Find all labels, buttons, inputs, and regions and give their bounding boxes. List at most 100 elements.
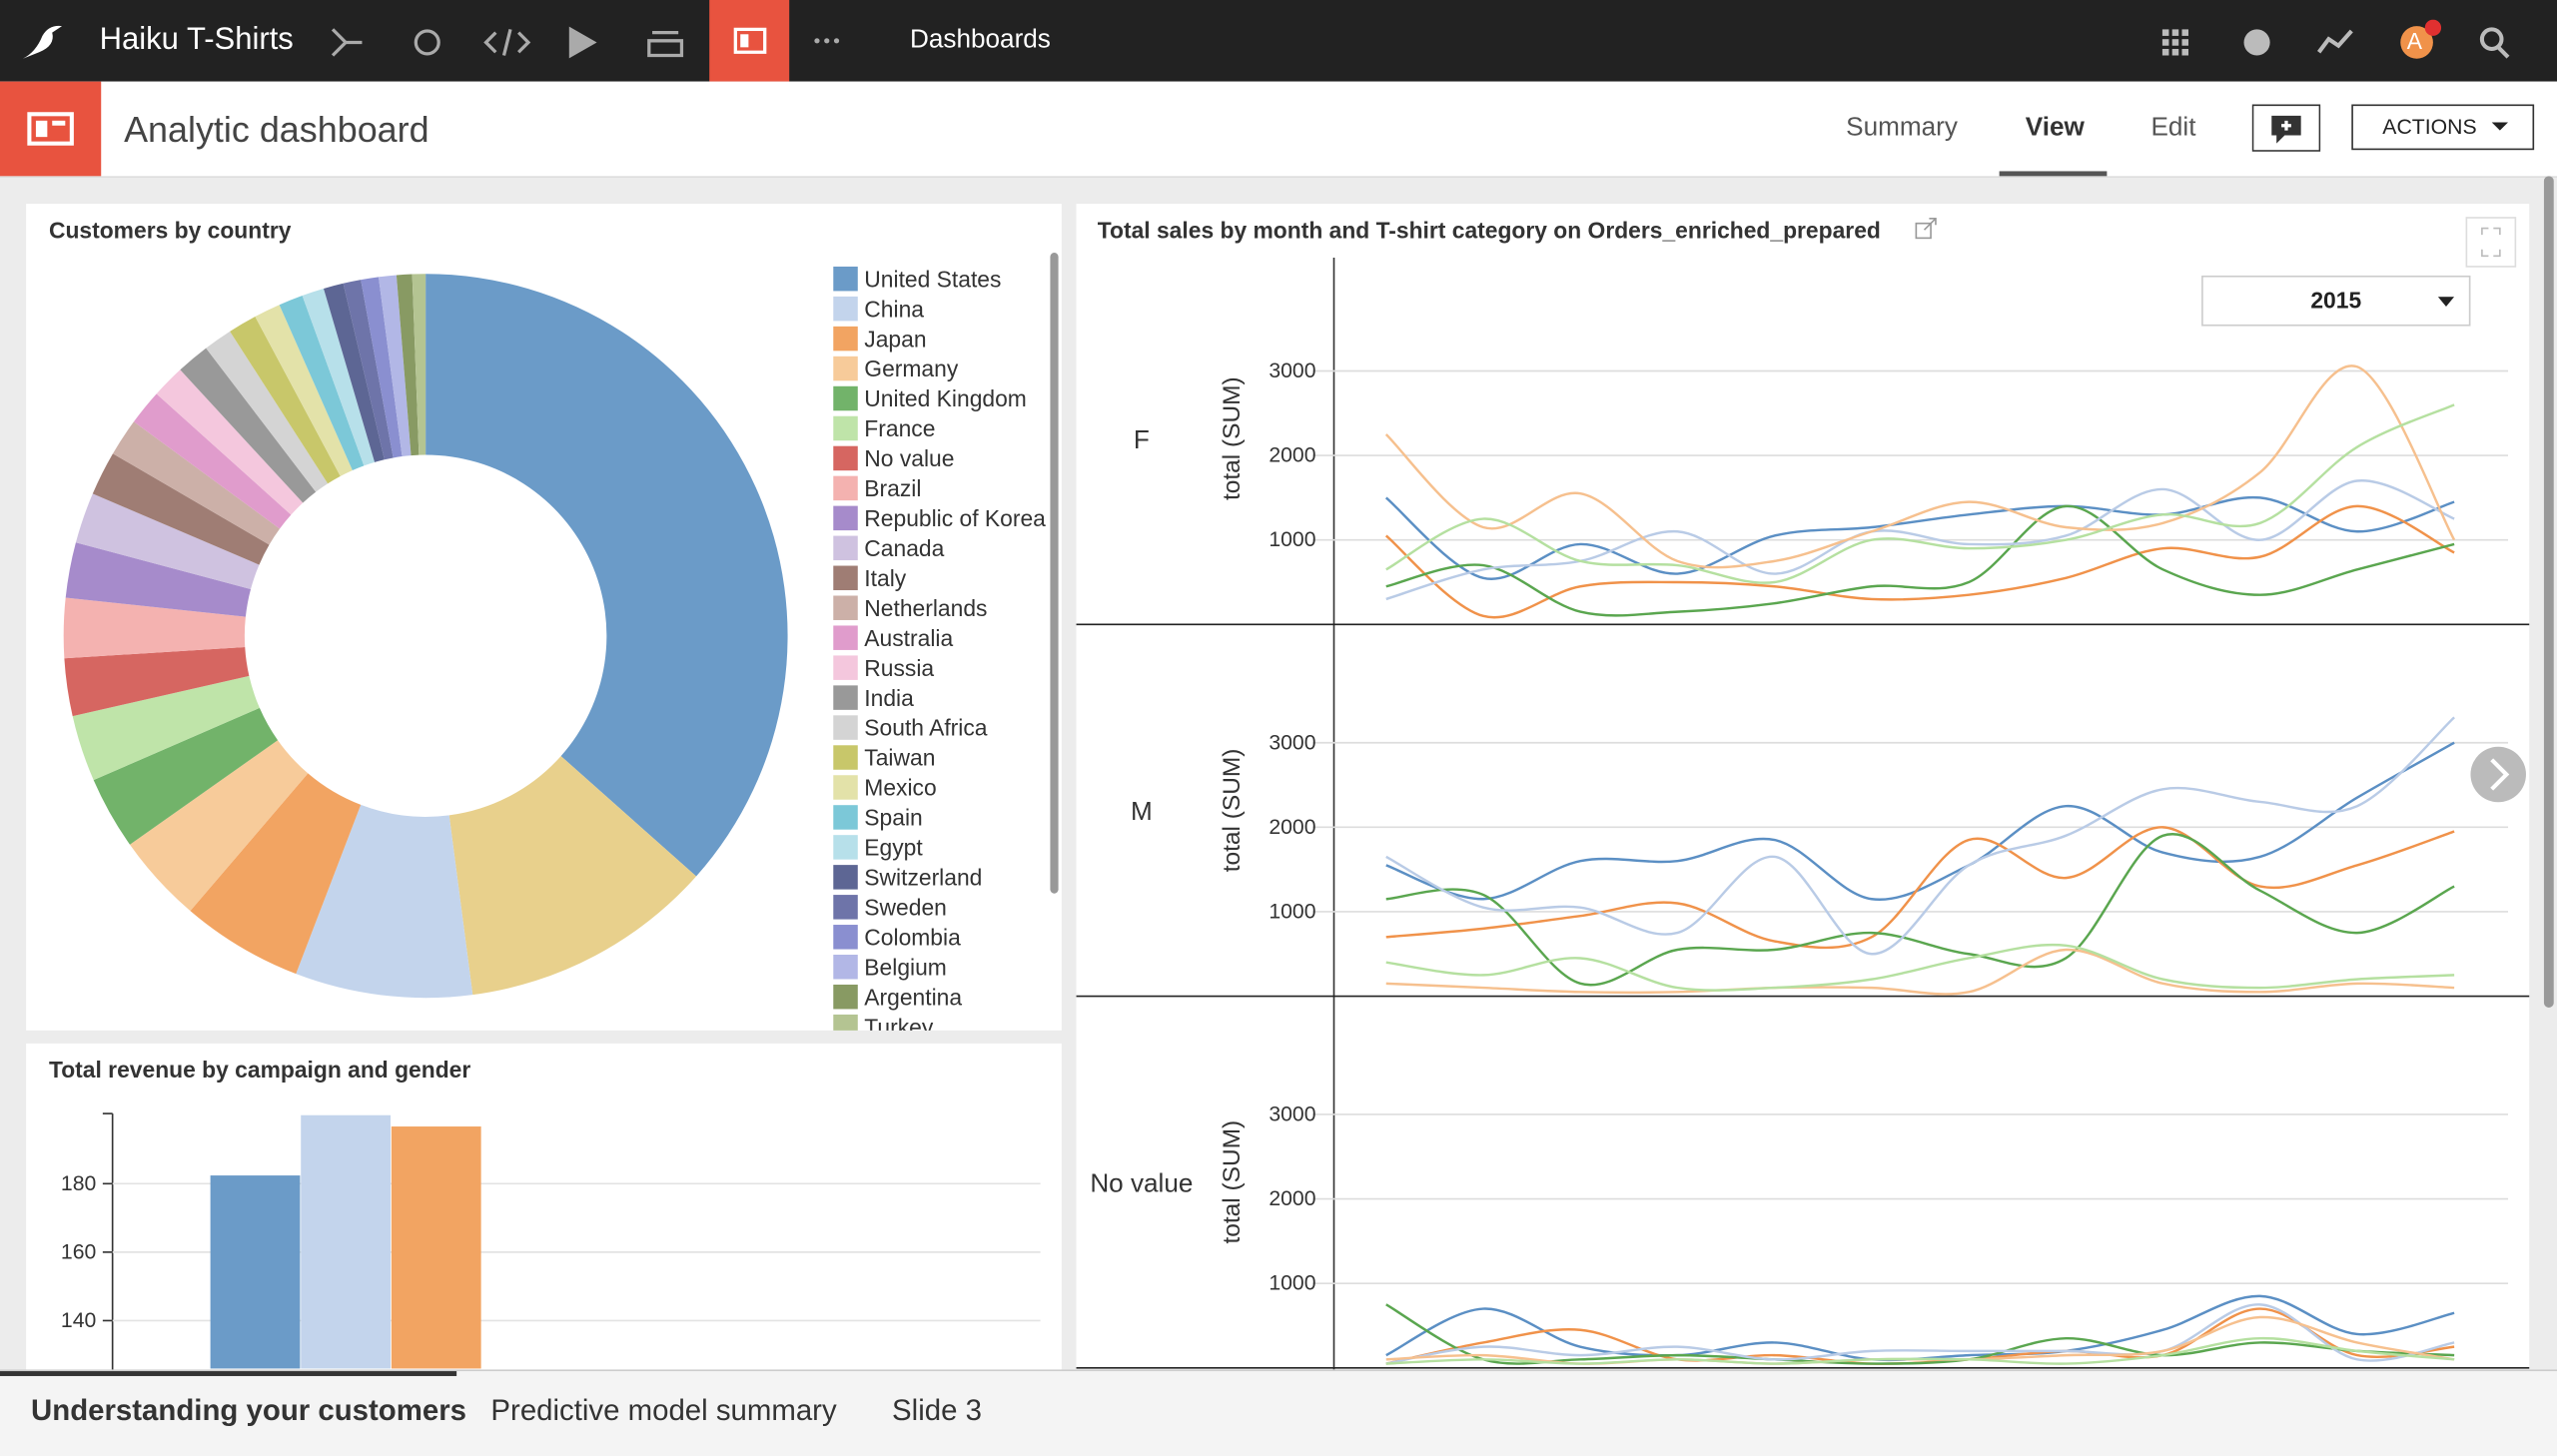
nav-icons[interactable] <box>327 23 750 62</box>
next-button[interactable] <box>2470 746 2526 803</box>
legend-label: No value <box>864 445 954 471</box>
external-link-icon[interactable] <box>1915 217 1937 240</box>
bar <box>210 1175 301 1369</box>
tab[interactable]: Edit <box>2150 114 2196 143</box>
donut-slice <box>92 453 270 565</box>
facet-label: M <box>1131 796 1153 826</box>
y-tick-label: 140 <box>61 1309 96 1332</box>
year-dropdown[interactable]: 2015 <box>2201 275 2471 327</box>
legend-swatch <box>833 715 858 740</box>
active-slide-marker <box>0 1371 457 1376</box>
legend-label: Switzerland <box>864 865 982 891</box>
slide-tabs: Understanding your customers Predictive … <box>0 1369 2557 1456</box>
legend-swatch <box>833 415 858 441</box>
more-icon[interactable] <box>812 36 845 46</box>
line-panel <box>1076 204 2530 1386</box>
legend-label: France <box>864 415 935 441</box>
donut-slice <box>378 275 412 457</box>
y-tick-label: 3000 <box>1269 1103 1315 1126</box>
legend-label: Argentina <box>864 984 962 1010</box>
donut-slice <box>426 274 788 877</box>
legend-label: Colombia <box>864 924 961 950</box>
y-tick-label: 1000 <box>1269 1272 1315 1295</box>
legend-swatch <box>833 625 858 650</box>
line-series <box>1385 943 2455 992</box>
legend-swatch <box>833 745 858 770</box>
legend-swatch <box>833 356 858 381</box>
avatar[interactable]: A <box>2406 27 2423 54</box>
y-tick-label: 2000 <box>1269 816 1315 839</box>
legend-label: Republic of Korea <box>864 505 1046 531</box>
right-icons[interactable] <box>2152 19 2528 66</box>
facet-label: F <box>1134 424 1150 454</box>
legend-swatch <box>833 326 858 352</box>
bar <box>301 1114 392 1369</box>
expand-button[interactable] <box>2465 217 2517 268</box>
legend-label: Sweden <box>864 894 947 920</box>
logo[interactable] <box>20 20 66 62</box>
slide-tab[interactable]: Predictive model summary <box>490 1393 837 1427</box>
project-name[interactable]: Haiku T-Shirts <box>99 22 294 58</box>
line-series <box>1385 832 2455 987</box>
line-series <box>1385 1336 2455 1365</box>
legend-scrollbar[interactable] <box>1050 253 1059 894</box>
facet-label: No value <box>1090 1167 1193 1197</box>
y-tick-label: 3000 <box>1269 731 1315 754</box>
dashboards-icon[interactable] <box>709 0 790 82</box>
legend-label: Mexico <box>864 775 936 801</box>
page-scrollbar[interactable] <box>2543 176 2554 1008</box>
donut-slice <box>302 288 376 466</box>
legend-label: Turkey <box>864 1014 934 1040</box>
legend-swatch <box>833 775 858 800</box>
donut-slice <box>130 740 309 912</box>
donut-slice <box>112 421 281 545</box>
line-series <box>1385 826 2455 950</box>
legend-label: India <box>864 685 914 711</box>
legend: United States China Japan Germany United Kin… <box>833 266 1046 1040</box>
donut-slice <box>93 707 279 845</box>
actions-button[interactable]: ACTIONS <box>2351 104 2535 151</box>
legend-label: Italy <box>864 565 906 591</box>
page-title: Analytic dashboard <box>124 109 429 151</box>
legend-swatch <box>833 925 858 950</box>
chart-title: Customers by country <box>49 217 292 243</box>
donut-slice <box>190 773 362 975</box>
section-name[interactable]: Dashboards <box>910 26 1051 54</box>
donut-slice <box>448 756 697 996</box>
y-axis-label: total (SUM) <box>1219 376 1246 500</box>
legend-swatch <box>833 984 858 1010</box>
discussion-button[interactable] <box>2251 104 2321 152</box>
donut-slice <box>255 305 353 476</box>
donut-slice <box>156 369 304 515</box>
tab[interactable]: View <box>2025 114 2085 143</box>
slide-tab[interactable]: Slide 3 <box>892 1393 982 1427</box>
donut-slice <box>343 280 394 460</box>
legend-swatch <box>833 595 858 620</box>
legend-label: South Africa <box>864 715 987 741</box>
donut-slice <box>361 277 403 458</box>
donut-slice <box>412 274 426 455</box>
legend-label: Spain <box>864 805 922 831</box>
header: Analytic dashboard Summary View Edit ACT… <box>0 81 2557 178</box>
legend-swatch <box>833 385 858 411</box>
legend-swatch <box>833 954 858 980</box>
legend-swatch <box>833 535 858 561</box>
y-tick-label: 160 <box>61 1240 96 1263</box>
legend-label: Netherlands <box>864 595 987 621</box>
legend-swatch <box>833 865 858 890</box>
legend-label: China <box>864 296 924 322</box>
slide-tab[interactable]: Understanding your customers <box>31 1393 467 1427</box>
legend-label: Russia <box>864 655 934 681</box>
donut-slice <box>64 646 250 717</box>
legend-label: Belgium <box>864 954 947 980</box>
dashboard-icon <box>0 81 102 177</box>
legend-swatch <box>833 655 858 680</box>
year-value: 2015 <box>2310 287 2362 314</box>
legend-swatch <box>833 895 858 920</box>
donut-slice <box>65 542 252 617</box>
tab[interactable]: Summary <box>1846 114 1958 143</box>
legend-label: Egypt <box>864 835 923 861</box>
legend-label: Japan <box>864 326 926 352</box>
legend-label: Taiwan <box>864 745 935 771</box>
